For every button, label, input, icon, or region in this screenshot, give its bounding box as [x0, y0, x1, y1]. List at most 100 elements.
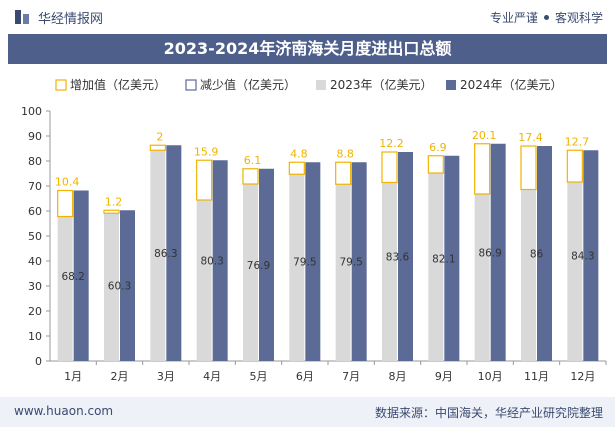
bar-value-label: 83.6 [386, 252, 410, 264]
bar-2023 [104, 213, 119, 361]
bar-2023 [150, 150, 166, 361]
legend-swatch-2024 [446, 80, 456, 90]
y-tick-label: 70 [28, 180, 42, 193]
change-label: 2 [156, 130, 163, 143]
x-tick-label: 9月 [435, 370, 453, 383]
y-tick-label: 100 [21, 105, 42, 118]
x-tick-label: 4月 [203, 370, 221, 383]
bars [57, 143, 599, 361]
y-tick-label: 50 [28, 230, 42, 243]
tagline: 专业严谨 客观科学 [490, 9, 603, 26]
y-tick-label: 80 [28, 155, 42, 168]
legend-swatch-decrease [185, 79, 197, 91]
bar-2024 [351, 162, 367, 361]
axes: 0 10 20 30 40 50 60 70 80 90 100 [21, 105, 607, 368]
bar-value-label: 76.9 [247, 260, 270, 272]
bar-value-label: 82.1 [432, 253, 455, 265]
bar-value-label: 79.5 [339, 257, 362, 269]
bar-2024 [537, 146, 552, 361]
bar-2023 [428, 173, 444, 361]
increase-box [566, 149, 583, 183]
change-label: 4.8 [290, 147, 308, 160]
increase-box [103, 209, 120, 214]
footer: www.huaon.com 数据来源：中国海关，华经产业研究院整理 [0, 397, 615, 427]
footer-url[interactable]: www.huaon.com [14, 404, 114, 418]
y-tick-label: 30 [28, 280, 42, 293]
bar-chart: 增加值（亿美元） 减少值（亿美元） 2023年（亿美元） 2024年（亿美元） … [21, 77, 607, 383]
x-tick-label: 6月 [296, 370, 314, 383]
change-label: 12.7 [565, 135, 590, 148]
change-label: 8.8 [336, 147, 354, 160]
bar-value-label: 79.5 [293, 257, 316, 269]
legend-label-2023: 2023年（亿美元） [330, 77, 433, 92]
bar-2023 [196, 200, 212, 361]
legend-swatch-increase [55, 79, 67, 91]
change-label: 15.9 [194, 145, 219, 158]
change-label: 10.4 [55, 176, 80, 189]
bar-2024 [259, 168, 274, 361]
legend-swatch-2023 [316, 80, 326, 90]
bar-value-label: 60.3 [108, 281, 131, 293]
bar-2024 [444, 155, 460, 361]
bar-2023 [382, 182, 397, 361]
x-tick-label: 1月 [64, 370, 82, 383]
bar-2023 [567, 182, 583, 361]
bar-2024 [398, 152, 413, 361]
bar-2023 [289, 174, 305, 361]
bar-value-label: 86.9 [478, 247, 501, 259]
bar-2023 [335, 184, 351, 361]
change-label: 6.9 [429, 141, 447, 154]
bar-2023 [243, 184, 258, 361]
y-tick-label: 20 [28, 305, 42, 318]
bar-value-label: 86.3 [154, 248, 177, 260]
increase-box [474, 143, 491, 195]
bar-value-label: 80.3 [200, 256, 223, 268]
bar-2024 [583, 150, 599, 361]
legend: 增加值（亿美元） 减少值（亿美元） 2023年（亿美元） 2024年（亿美元） [55, 77, 563, 92]
bar-2024 [305, 162, 321, 361]
y-tick-label: 90 [28, 130, 42, 143]
bar-2024 [120, 210, 135, 361]
change-label: 17.4 [518, 131, 543, 144]
increase-box [335, 161, 352, 185]
bar-2023 [474, 194, 490, 361]
increase-box [242, 168, 259, 185]
x-tick-label: 12月 [570, 370, 595, 383]
x-tick-label: 10月 [478, 370, 503, 383]
logo-icon [15, 10, 29, 24]
bar-2024 [73, 190, 89, 361]
bar-2024 [212, 160, 228, 361]
x-tick-label: 11月 [524, 370, 549, 383]
brand-name: 华经情报网 [38, 11, 104, 27]
tagline-left: 专业严谨 [489, 11, 538, 25]
footer-source: 数据来源：中国海关，华经产业研究院整理 [374, 406, 603, 420]
y-tick-label: 40 [28, 255, 42, 268]
increase-box [520, 145, 537, 191]
bar-2024 [166, 145, 182, 361]
brand: 华经情报网 [14, 8, 104, 27]
change-label: 6.1 [244, 154, 262, 167]
bar-2024 [490, 143, 506, 361]
y-tick-label: 60 [28, 205, 42, 218]
labels: 10.4 68.2 1月 1.2 60.3 2月 2 86.3 3月 15.9 80.3 4月 6.1 7… [55, 129, 595, 383]
y-tick-label: 0 [35, 355, 42, 368]
dot-icon [543, 15, 549, 20]
legend-label-increase: 增加值（亿美元） [70, 77, 166, 92]
increase-box [288, 161, 305, 175]
top-bar: 华经情报网 专业严谨 客观科学 [0, 0, 615, 34]
legend-label-decrease: 减少值（亿美元） [200, 77, 296, 92]
bar-2023 [521, 189, 536, 361]
bar-2023 [57, 216, 73, 361]
bar-value-label: 68.2 [61, 271, 84, 283]
x-tick-label: 3月 [157, 370, 175, 383]
increase-box [381, 151, 398, 184]
change-label: 20.1 [472, 129, 497, 142]
increase-box [57, 189, 74, 218]
increase-box [427, 155, 444, 174]
tagline-right: 客观科学 [554, 11, 603, 25]
x-tick-label: 5月 [250, 370, 268, 383]
x-tick-label: 8月 [389, 370, 407, 383]
change-label: 1.2 [105, 195, 123, 208]
increase-box [196, 159, 213, 201]
legend-label-2024: 2024年（亿美元） [460, 77, 563, 92]
